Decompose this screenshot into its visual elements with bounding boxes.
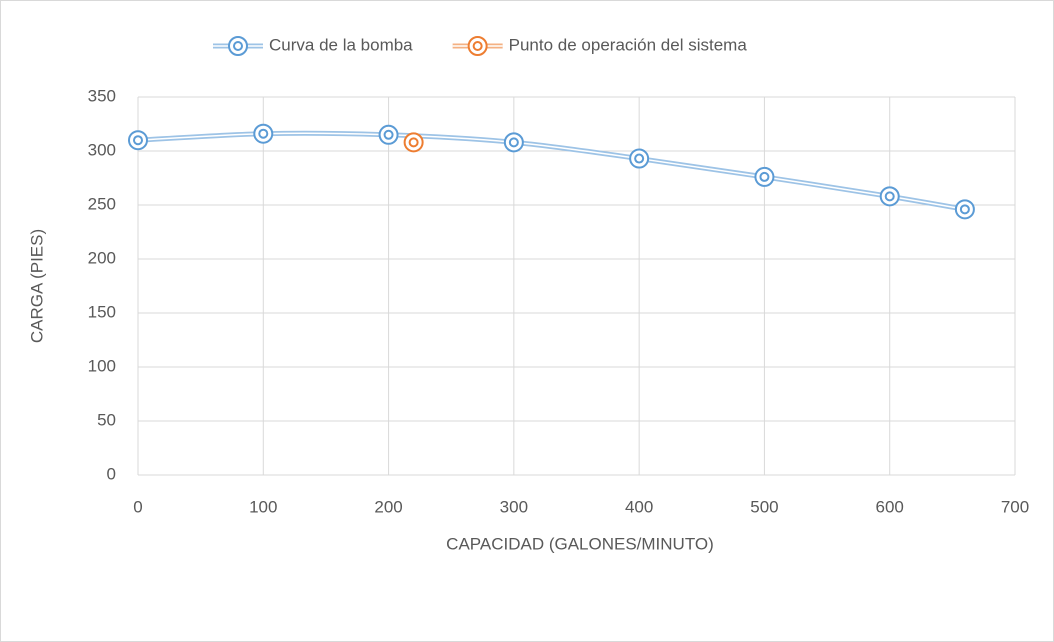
- y-tick-label: 350: [88, 86, 116, 105]
- marker-dot: [258, 128, 269, 139]
- y-tick-label: 100: [88, 356, 116, 375]
- y-tick-label: 300: [88, 140, 116, 159]
- legend-label: Curva de la bomba: [269, 35, 413, 54]
- marker: [128, 130, 148, 151]
- x-tick-label: 300: [500, 497, 528, 516]
- marker-dot: [383, 129, 394, 140]
- marker: [629, 148, 650, 169]
- x-tick-label: 500: [750, 497, 778, 516]
- marker: [253, 123, 274, 144]
- marker: [378, 124, 399, 145]
- y-tick-label: 200: [88, 248, 116, 267]
- marker: [754, 166, 775, 187]
- x-tick-label: 700: [1001, 497, 1029, 516]
- marker: [403, 132, 424, 153]
- x-tick-label: 100: [249, 497, 277, 516]
- y-tick-label: 50: [97, 410, 116, 429]
- marker: [879, 186, 900, 207]
- marker-dot: [472, 41, 483, 51]
- marker-dot: [233, 41, 243, 51]
- marker: [954, 199, 975, 220]
- marker: [467, 36, 488, 56]
- marker-dot: [408, 137, 419, 148]
- x-tick-label: 600: [876, 497, 904, 516]
- marker: [228, 36, 248, 56]
- x-axis-label: CAPACIDAD (GALONES/MINUTO): [446, 534, 714, 553]
- legend-label: Punto de operación del sistema: [509, 35, 748, 54]
- y-tick-label: 150: [88, 302, 116, 321]
- y-axis-label: CARGA (PIES): [27, 229, 46, 343]
- x-tick-label: 400: [625, 497, 653, 516]
- marker: [503, 132, 524, 153]
- marker-dot: [884, 191, 895, 202]
- y-tick-label: 0: [107, 464, 116, 483]
- marker-dot: [959, 204, 970, 215]
- marker-dot: [634, 153, 645, 164]
- marker-dot: [133, 135, 143, 146]
- marker-dot: [759, 171, 770, 182]
- x-tick-label: 200: [374, 497, 402, 516]
- x-tick-label: 0: [133, 497, 142, 516]
- y-tick-label: 250: [88, 194, 116, 213]
- marker-dot: [508, 137, 519, 148]
